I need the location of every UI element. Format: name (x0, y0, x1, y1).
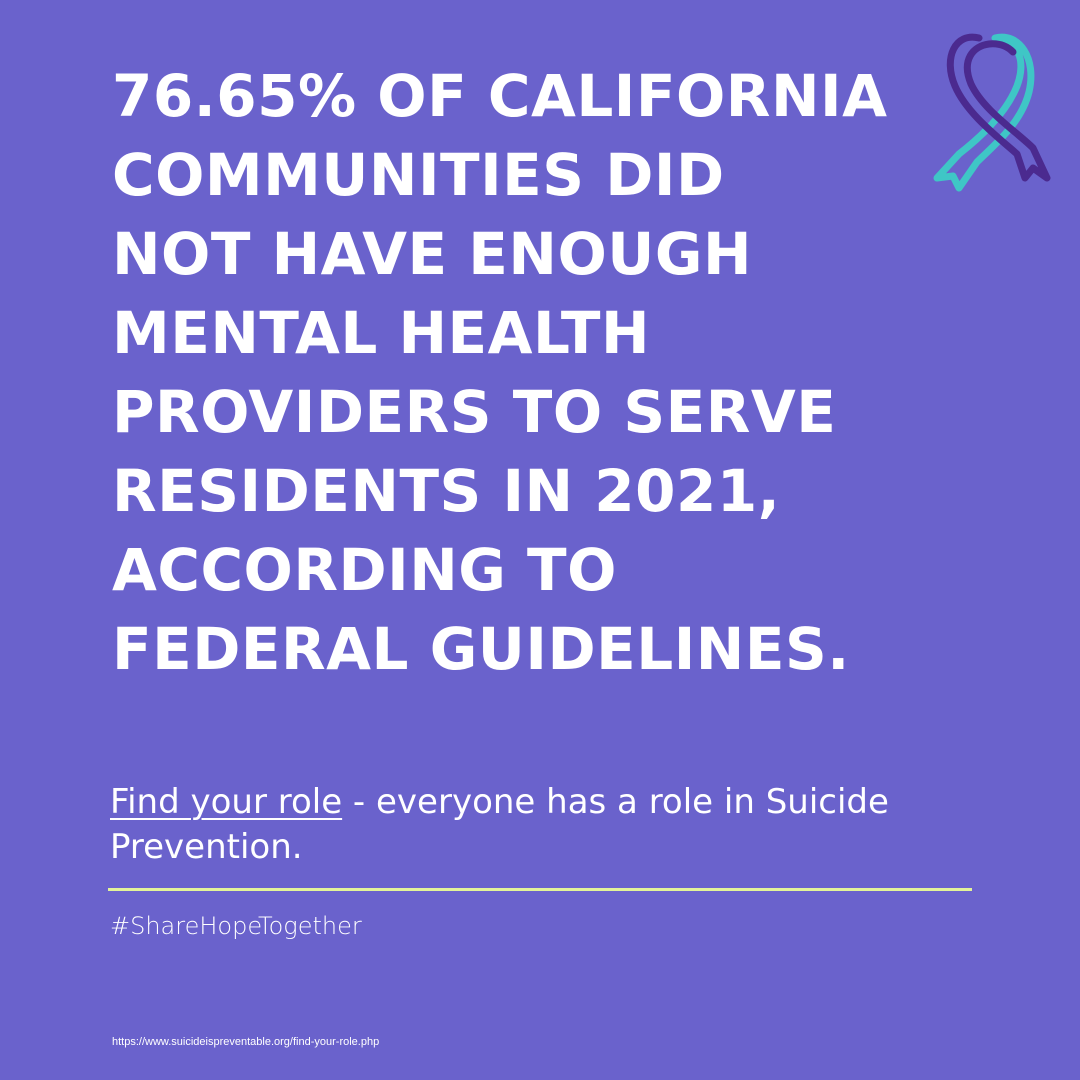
awareness-ribbon-icon (933, 33, 1051, 192)
headline-line: 76.65% OF CALIFORNIA (112, 62, 888, 130)
cta-rest-text: - everyone has a role in Suicide Prevent… (110, 782, 889, 867)
headline-line: RESIDENTS IN 2021, (112, 457, 781, 525)
cta-text: Find your role - everyone has a role in … (110, 780, 970, 870)
divider (108, 888, 972, 891)
hashtag: #ShareHopeTogether (110, 912, 362, 940)
find-your-role-link[interactable]: Find your role (110, 782, 343, 822)
headline-line: MENTAL HEALTH (112, 299, 650, 367)
headline-line: FEDERAL GUIDELINES. (112, 615, 850, 683)
headline-line: PROVIDERS TO SERVE (112, 378, 837, 446)
headline-line: COMMUNITIES DID (112, 141, 725, 209)
source-url: https://www.suicideispreventable.org/fin… (112, 1036, 380, 1048)
headline-line: NOT HAVE ENOUGH (112, 220, 753, 288)
headline: 76.65% OF CALIFORNIA COMMUNITIES DID NOT… (112, 57, 912, 689)
headline-line: ACCORDING TO (112, 536, 617, 604)
